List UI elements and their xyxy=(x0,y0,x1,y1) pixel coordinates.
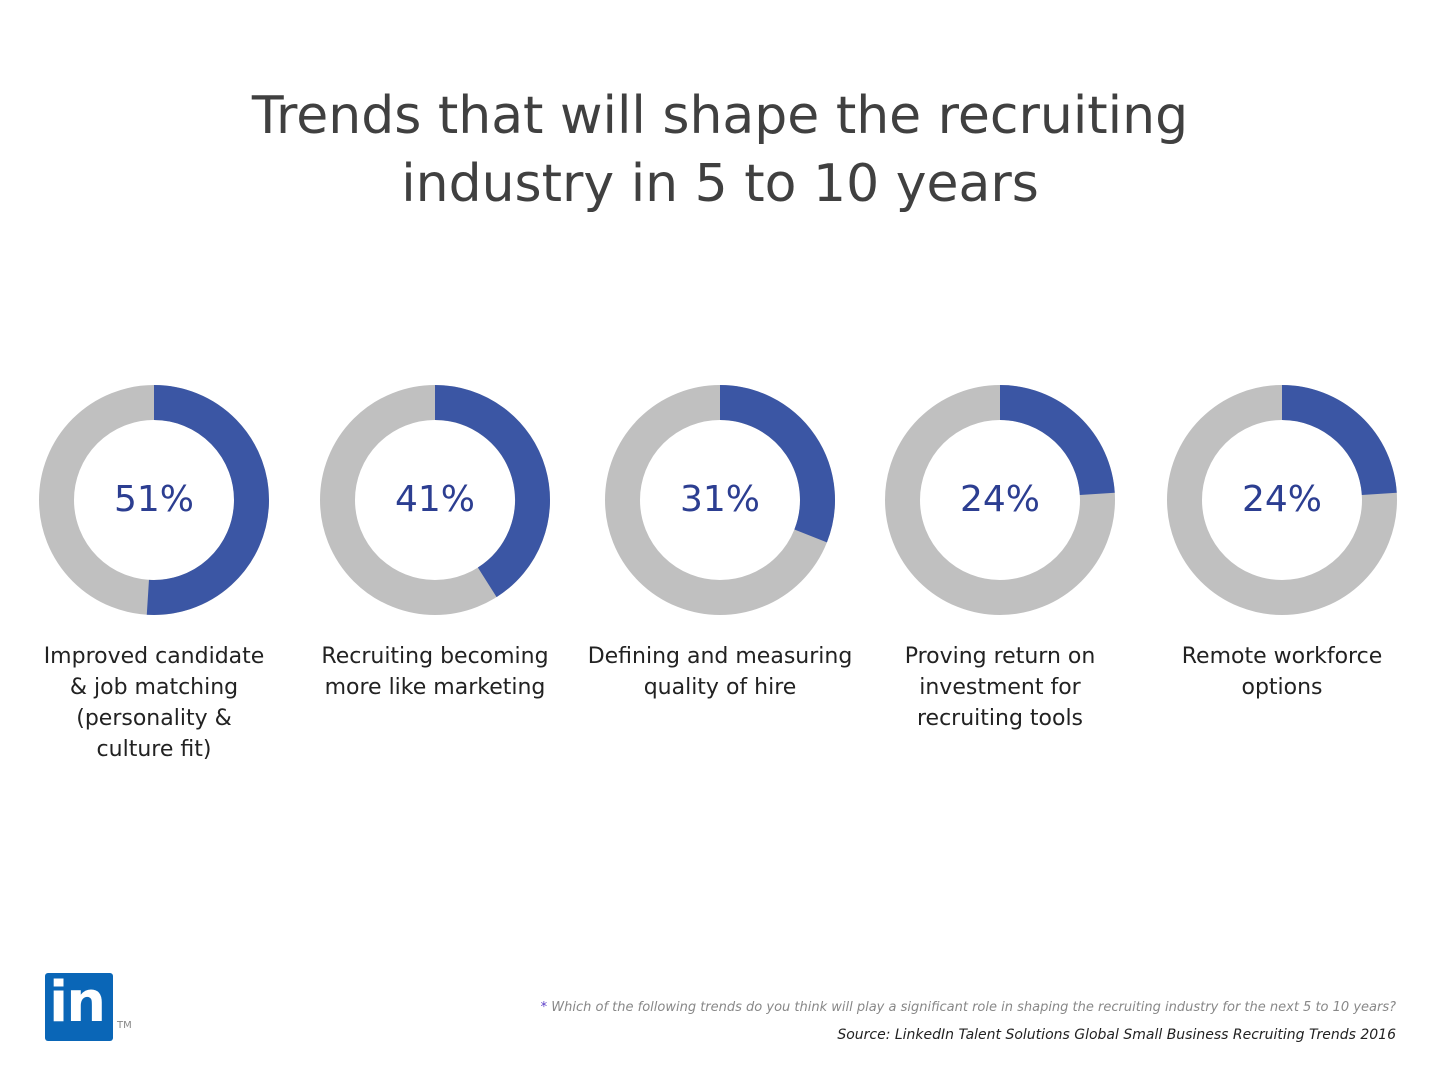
footnote-asterisk: * xyxy=(540,1000,548,1015)
linkedin-logo-text: in xyxy=(49,970,106,1035)
donut-value-label: 24% xyxy=(1241,479,1322,520)
donut-category-label: Defining and measuring quality of hire xyxy=(587,644,853,700)
linkedin-logo: in xyxy=(45,970,113,1041)
donut-chart-1 xyxy=(39,385,269,615)
donut-category-label: Remote workforce options xyxy=(1181,644,1383,700)
donut-value-arc xyxy=(434,385,550,598)
donut-chart-2 xyxy=(320,385,550,615)
donut-category-label: Recruiting becoming more like marketing xyxy=(321,644,549,700)
donut-category-label: Proving return on investment for recruit… xyxy=(904,644,1096,731)
donut-value-arc xyxy=(719,385,835,543)
donut-chart-4 xyxy=(885,385,1115,615)
donut-value-arc xyxy=(146,385,269,615)
footnote-text: Which of the following trends do you thi… xyxy=(547,1000,1396,1015)
title-line-1: Trends that will shape the recruiting xyxy=(251,86,1189,146)
trademark-mark: TM xyxy=(117,1020,132,1031)
donut-value-label: 31% xyxy=(679,479,760,520)
page-title: Trends that will shape the recruiting in… xyxy=(0,82,1440,218)
survey-question-footnote: * Which of the following trends do you t… xyxy=(541,1000,1396,1015)
donut-chart-3 xyxy=(605,385,835,615)
title-line-2: industry in 5 to 10 years xyxy=(401,154,1039,214)
donut-value-label: 51% xyxy=(113,479,194,520)
donut-value-label: 41% xyxy=(394,479,475,520)
donut-chart-5 xyxy=(1167,385,1397,615)
donut-value-arc xyxy=(1281,385,1397,496)
donut-value-label: 24% xyxy=(959,479,1040,520)
donut-value-arc xyxy=(999,385,1115,496)
donut-category-label: Improved candidate & job matching (perso… xyxy=(43,644,265,762)
source-citation: Source: LinkedIn Talent Solutions Global… xyxy=(837,1027,1396,1043)
